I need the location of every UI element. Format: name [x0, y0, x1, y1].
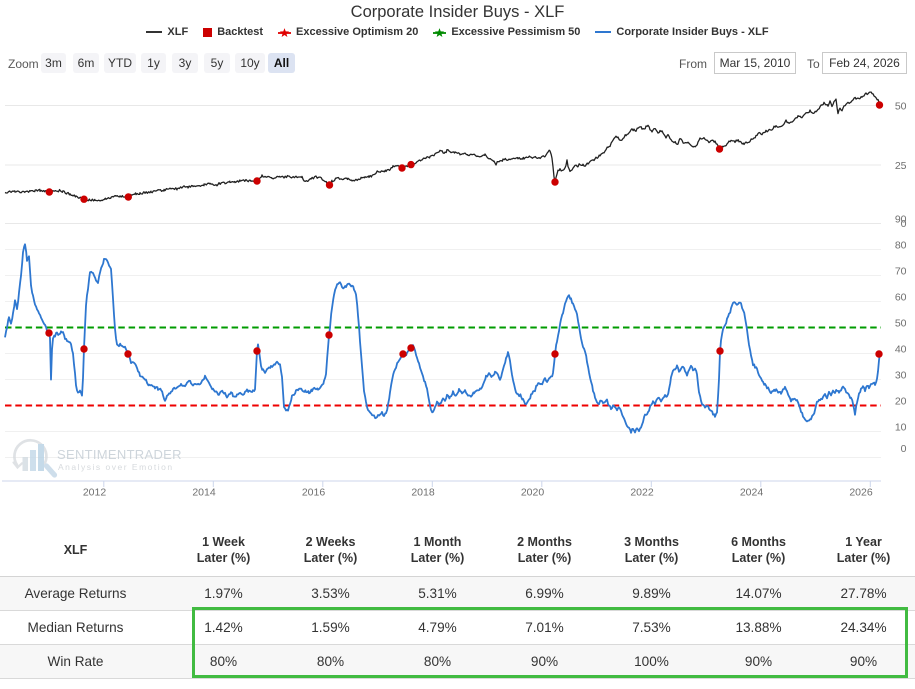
svg-text:30: 30 [895, 370, 907, 382]
svg-text:SENTIMENTRADER: SENTIMENTRADER [57, 447, 182, 462]
svg-text:2012: 2012 [83, 487, 107, 499]
svg-text:90: 90 [895, 214, 907, 226]
svg-text:50: 50 [895, 100, 907, 112]
svg-text:2018: 2018 [411, 487, 435, 499]
svg-text:2016: 2016 [302, 487, 326, 499]
svg-text:60: 60 [895, 292, 907, 304]
svg-text:2014: 2014 [192, 487, 216, 499]
svg-text:0: 0 [901, 443, 907, 455]
svg-text:50: 50 [895, 318, 907, 330]
svg-text:20: 20 [895, 396, 907, 408]
svg-text:2022: 2022 [630, 487, 654, 499]
svg-text:0: 0 [901, 218, 907, 230]
svg-text:80: 80 [895, 240, 907, 252]
svg-text:Analysis over Emotion: Analysis over Emotion [58, 462, 174, 472]
svg-text:40: 40 [895, 344, 907, 356]
svg-text:2024: 2024 [740, 487, 764, 499]
svg-text:10: 10 [895, 422, 907, 434]
svg-text:2026: 2026 [849, 487, 873, 499]
svg-text:25: 25 [895, 160, 907, 172]
svg-text:70: 70 [895, 266, 907, 278]
svg-text:2020: 2020 [521, 487, 545, 499]
